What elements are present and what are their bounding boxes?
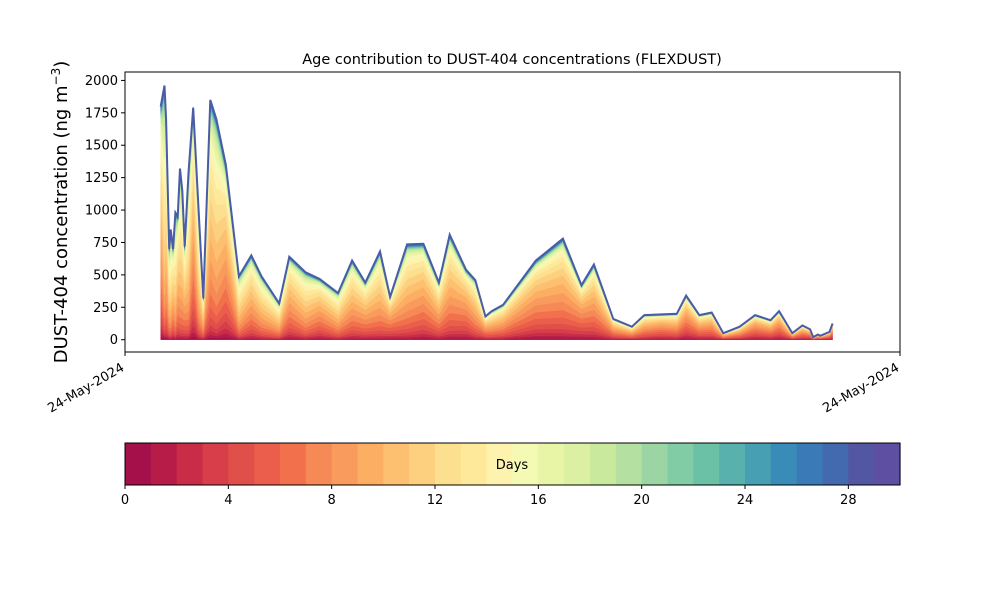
colorbar-cell xyxy=(331,443,359,485)
colorbar-label: Days xyxy=(496,458,529,473)
colorbar-cells xyxy=(125,443,901,485)
total-outline xyxy=(159,85,834,339)
colorbar-cell xyxy=(125,443,152,485)
colorbar-cell xyxy=(745,443,772,485)
colorbar-cell xyxy=(719,443,746,485)
colorbar-cell xyxy=(409,443,436,485)
colorbar-tick-label: 4 xyxy=(224,493,232,508)
colorbar-cell xyxy=(615,443,643,485)
colorbar-tick-label: 12 xyxy=(427,493,444,508)
colorbar-cell xyxy=(848,443,875,485)
colorbar-tick-label: 0 xyxy=(121,493,129,508)
colorbar-cell xyxy=(357,443,384,485)
colorbar-cell xyxy=(693,443,720,485)
colorbar-cell xyxy=(590,443,617,485)
x-axis-ticks: 24-May-2024 24-May-2024 xyxy=(45,352,902,416)
y-tick-label: 500 xyxy=(93,268,118,283)
colorbar-cell xyxy=(202,443,229,485)
y-tick-label: 1250 xyxy=(85,171,118,186)
colorbar: Days 0 4 8 12 16 20 24 28 xyxy=(121,442,901,508)
colorbar-cell xyxy=(874,443,901,485)
y-tick-label: 1500 xyxy=(85,139,118,154)
plot-area: 0 250 500 750 1000 1250 1500 1750 2000 24-May-20… xyxy=(45,71,902,416)
colorbar-tick-label: 16 xyxy=(530,493,547,508)
y-tick-label: 250 xyxy=(93,301,118,316)
y-tick-label: 2000 xyxy=(85,74,118,89)
colorbar-cell xyxy=(176,443,204,485)
colorbar-cell xyxy=(383,443,410,485)
colorbar-frame xyxy=(124,442,901,486)
colorbar-cell xyxy=(150,443,178,485)
age-bands xyxy=(160,85,833,340)
colorbar-cell xyxy=(486,443,514,485)
colorbar-cell xyxy=(641,443,669,485)
colorbar-cell xyxy=(305,443,333,485)
y-tick-label: 1000 xyxy=(85,204,118,219)
chart-title: Age contribution to DUST-404 concentrati… xyxy=(302,52,722,68)
y-tick-label: 0 xyxy=(110,333,118,348)
colorbar-cell xyxy=(254,443,281,485)
colorbar-tick-label: 24 xyxy=(737,493,754,508)
y-tick-label: 750 xyxy=(93,236,118,251)
y-axis-label-main: DUST-404 concentration (ng m xyxy=(51,85,72,363)
y-axis-label-close: ) xyxy=(51,61,72,68)
colorbar-cell xyxy=(435,443,462,485)
y-tick-label: 1750 xyxy=(85,106,118,121)
colorbar-tick-label: 20 xyxy=(633,493,650,508)
colorbar-cell xyxy=(228,443,255,485)
colorbar-ticks: 0 4 8 12 16 20 24 28 xyxy=(121,485,857,508)
plot-frame xyxy=(124,71,901,353)
colorbar-cell xyxy=(564,443,591,485)
colorbar-cell xyxy=(538,443,565,485)
colorbar-cell xyxy=(770,443,798,485)
colorbar-cell xyxy=(280,443,307,485)
colorbar-tick-label: 28 xyxy=(840,493,857,508)
colorbar-cell xyxy=(512,443,539,485)
colorbar-tick-label: 8 xyxy=(328,493,336,508)
colorbar-cell xyxy=(822,443,849,485)
colorbar-cell xyxy=(667,443,694,485)
x-tick-label: 24-May-2024 xyxy=(820,360,902,416)
y-axis-label: DUST-404 concentration (ng m−3) xyxy=(49,61,72,364)
y-axis-ticks: 0 250 500 750 1000 1250 1500 1750 2000 xyxy=(85,74,125,348)
colorbar-cell xyxy=(796,443,824,485)
y-axis-label-exponent: −3 xyxy=(49,68,63,86)
x-tick-label: 24-May-2024 xyxy=(45,360,127,416)
colorbar-cell xyxy=(460,443,488,485)
